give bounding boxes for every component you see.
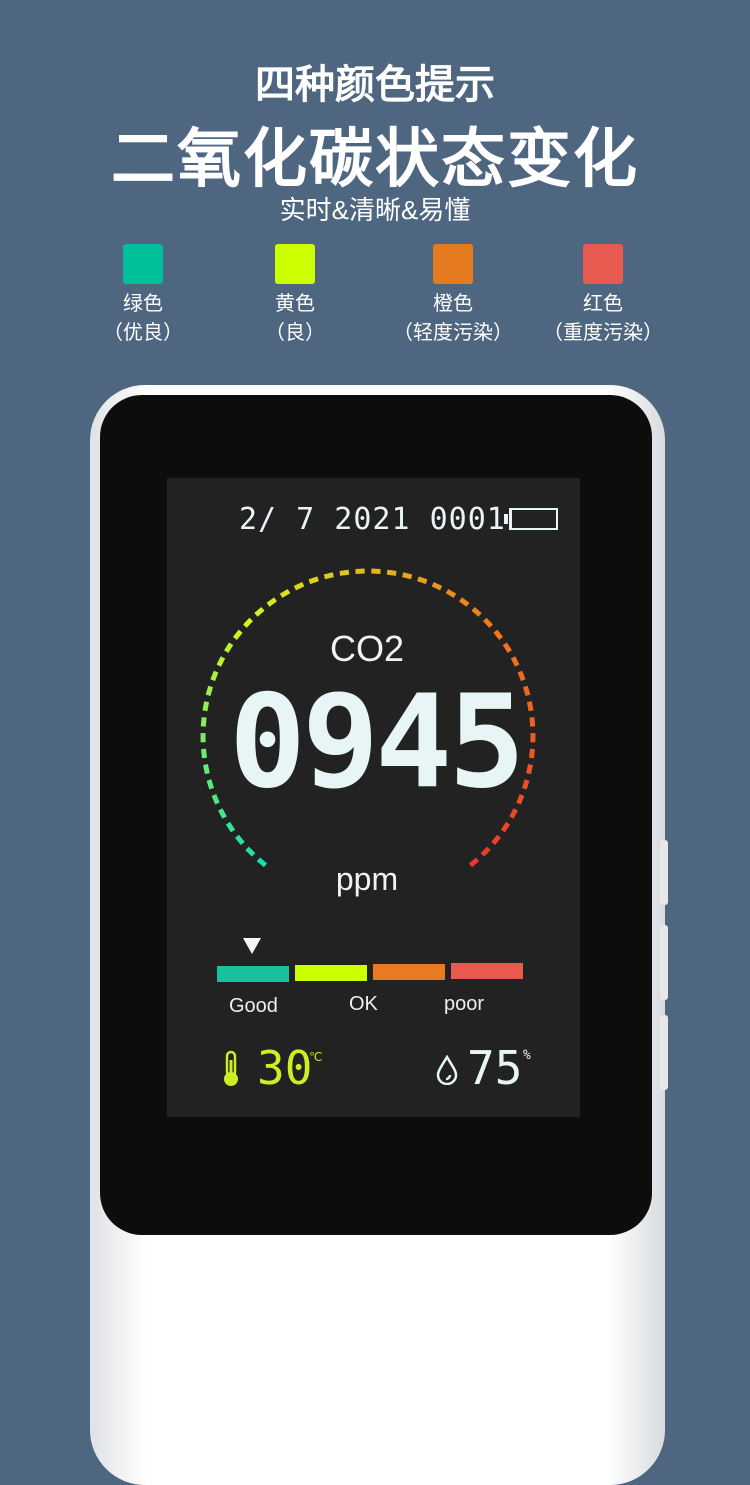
legend-item: 红色（重度污染） (523, 244, 683, 348)
legend-item: 黄色（良） (215, 244, 375, 348)
level-indicator-icon (243, 938, 261, 954)
gauge-tick (532, 717, 533, 726)
gauge-tick (205, 702, 207, 711)
humidity-drop-icon (435, 1055, 459, 1085)
gauge-tick (532, 749, 533, 758)
side-button[interactable] (660, 1015, 668, 1090)
temperature-unit: ℃ (309, 1050, 322, 1064)
color-swatch (123, 244, 163, 284)
gauge-tick (447, 591, 455, 596)
gauge-tick (493, 836, 499, 843)
gauge-tick (340, 572, 349, 573)
scale-bar-poor (373, 964, 445, 980)
legend-item: 橙色（轻度污染） (373, 244, 533, 348)
color-swatch (275, 244, 315, 284)
thermometer-icon (220, 1050, 242, 1088)
gauge-tick (529, 765, 531, 774)
legend-name: 绿色 (63, 290, 223, 319)
scale-bar-bad (451, 963, 523, 979)
legend-desc: （轻度污染） (373, 319, 533, 348)
gauge-tick (228, 823, 233, 831)
gauge-tick (281, 591, 289, 596)
headline-line1: 四种颜色提示 (0, 52, 750, 110)
gauge-tick (485, 619, 491, 626)
gauge-tick (256, 609, 263, 615)
gauge-tick (208, 686, 211, 695)
color-swatch (583, 244, 623, 284)
scale-bar-good (217, 966, 289, 982)
legend-name: 黄色 (215, 290, 375, 319)
gauge-tick (460, 599, 467, 604)
legend-item: 绿色（优良） (63, 244, 223, 348)
scale-label-good: Good (229, 995, 278, 1018)
gauge-tick (309, 579, 318, 582)
legend-desc: （良） (215, 319, 375, 348)
co2-value: 0945 (229, 683, 521, 803)
legend-name: 橙色 (373, 290, 533, 319)
gauge-tick (418, 579, 427, 582)
screen: 2/ 7 2021 0001 CO2 0945 ppm Good OK poor… (167, 478, 580, 1117)
headline-line2: 二氧化碳状态变化 (0, 108, 750, 200)
gauge-tick (524, 780, 527, 789)
gauge-tick (245, 619, 251, 626)
gauge-tick (220, 809, 224, 817)
gauge-tick (247, 848, 253, 855)
gauge-tick (213, 672, 216, 681)
side-button[interactable] (660, 925, 668, 1000)
humidity-value: 75 (467, 1041, 522, 1095)
gauge-tick (503, 823, 508, 831)
humidity-unit: % (523, 1048, 531, 1063)
gauge-tick (295, 584, 303, 588)
gauge-tick (529, 702, 531, 711)
unit-label: ppm (167, 861, 567, 898)
gauge-tick (237, 836, 243, 843)
legend-desc: （重度污染） (523, 319, 683, 348)
gas-label: CO2 (167, 628, 567, 670)
subtitle: 实时&清晰&易懂 (0, 190, 750, 227)
color-swatch (433, 244, 473, 284)
gauge-tick (204, 749, 205, 758)
legend-name: 红色 (523, 290, 683, 319)
gauge-tick (473, 609, 480, 615)
legend-desc: （优良） (63, 319, 223, 348)
gauge-tick (482, 848, 488, 855)
gauge-tick (214, 795, 218, 804)
gauge-tick (403, 575, 412, 577)
gauge-tick (525, 686, 528, 695)
side-button[interactable] (660, 840, 668, 905)
scale-bar-ok (295, 965, 367, 981)
gauge-tick (209, 780, 212, 789)
scale-label-ok: OK (349, 993, 378, 1016)
scale-label-poor: poor (444, 993, 484, 1016)
gauge-tick (433, 584, 441, 588)
gauge-tick (387, 572, 396, 573)
gauge-tick (203, 717, 204, 726)
gauge-tick (268, 599, 275, 604)
gauge-tick (324, 575, 333, 577)
gauge-tick (205, 765, 207, 774)
temperature-value: 30 (257, 1041, 312, 1095)
